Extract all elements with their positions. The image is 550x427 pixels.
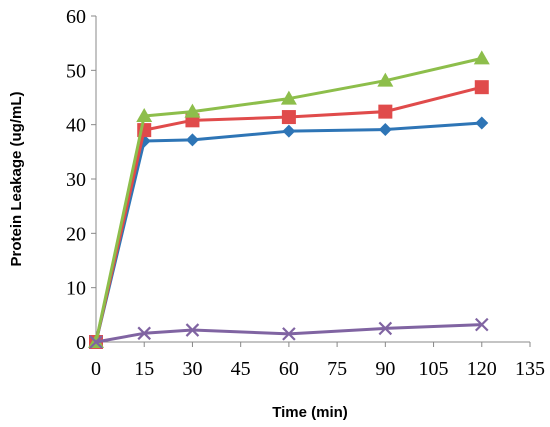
x-ticks: 0 15 30 45 60 75 90 105 120 135 bbox=[91, 342, 545, 380]
x-tick-label: 120 bbox=[467, 358, 497, 380]
data-point bbox=[282, 327, 296, 341]
data-point bbox=[185, 133, 199, 147]
x-tick-label: 30 bbox=[182, 358, 202, 380]
series-1 bbox=[89, 116, 489, 349]
x-tick-label: 0 bbox=[91, 358, 101, 380]
x-tick-label: 60 bbox=[279, 358, 299, 380]
data-point bbox=[184, 103, 201, 118]
y-tick-label: 50 bbox=[66, 60, 86, 82]
axes bbox=[95, 16, 530, 343]
data-point bbox=[474, 80, 489, 95]
y-ticks: 0 10 20 30 40 50 60 bbox=[66, 6, 96, 354]
data-point bbox=[89, 335, 103, 349]
y-tick-label: 20 bbox=[66, 223, 86, 245]
y-axis-title: Protein Leakage (ug/mL) bbox=[8, 91, 25, 266]
data-point bbox=[281, 110, 296, 125]
data-point bbox=[378, 123, 392, 137]
data-point bbox=[282, 124, 296, 138]
series-3 bbox=[88, 50, 490, 348]
x-tick-label: 135 bbox=[515, 358, 545, 380]
y-tick-label: 40 bbox=[66, 115, 86, 137]
series-layer bbox=[88, 50, 490, 349]
y-tick-label: 10 bbox=[66, 278, 86, 300]
data-point bbox=[475, 317, 489, 332]
data-point bbox=[136, 107, 153, 122]
data-point bbox=[378, 104, 393, 119]
data-point bbox=[377, 72, 394, 87]
x-tick-label: 90 bbox=[375, 358, 395, 380]
x-axis-title: Time (min) bbox=[272, 404, 348, 421]
series-line bbox=[94, 121, 482, 343]
data-point bbox=[137, 326, 151, 341]
x-tick-label: 105 bbox=[419, 358, 449, 380]
data-point bbox=[378, 321, 393, 336]
data-point bbox=[185, 323, 200, 337]
y-tick-label: 30 bbox=[66, 169, 86, 191]
data-point bbox=[473, 50, 490, 65]
data-point bbox=[280, 90, 297, 105]
data-point bbox=[475, 116, 489, 130]
series-line bbox=[95, 323, 482, 344]
x-tick-label: 45 bbox=[231, 358, 251, 380]
x-tick-label: 15 bbox=[134, 358, 154, 380]
y-tick-label: 60 bbox=[66, 6, 86, 28]
x-tick-label: 75 bbox=[327, 358, 347, 380]
series-line bbox=[94, 85, 483, 343]
series-4 bbox=[89, 317, 489, 349]
series-line bbox=[94, 56, 483, 343]
y-tick-label: 0 bbox=[76, 332, 86, 354]
